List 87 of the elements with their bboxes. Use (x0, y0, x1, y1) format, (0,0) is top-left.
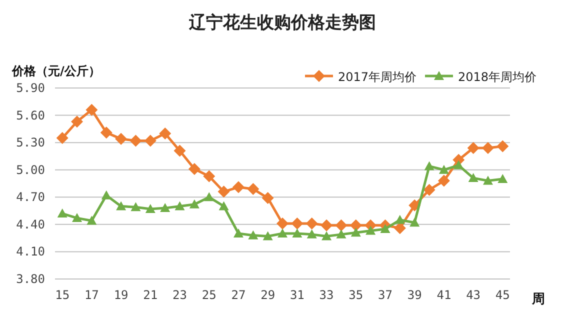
x-tick-label: 17 (84, 288, 99, 302)
point (306, 218, 318, 230)
point (100, 126, 112, 139)
point (218, 201, 229, 210)
point (350, 219, 362, 232)
point (247, 182, 260, 195)
y-tick-label: 3.80 (16, 272, 45, 286)
point (424, 161, 434, 170)
point (145, 204, 156, 213)
point (468, 173, 478, 182)
point (366, 226, 376, 235)
y-tick-label: 4.10 (16, 244, 45, 259)
point (482, 142, 494, 154)
point (394, 222, 406, 234)
y-tick-label: 4.70 (16, 190, 45, 204)
point (291, 218, 304, 230)
x-tick-label: 19 (114, 288, 128, 302)
x-tick-label: 33 (319, 288, 334, 302)
point (174, 144, 186, 157)
legend-label: 2017年周均价 (338, 70, 417, 84)
point (322, 231, 332, 240)
x-tick-label: 27 (231, 288, 246, 302)
point (336, 229, 346, 238)
point (144, 134, 156, 147)
y-tick-label: 4.40 (16, 217, 45, 232)
x-tick-label: 39 (407, 288, 422, 302)
x-tick-label: 23 (172, 288, 187, 302)
point (335, 219, 348, 232)
point (130, 134, 142, 147)
chart-title: 辽宁花生收购价格走势图 (188, 13, 376, 33)
point (262, 192, 274, 204)
point (189, 199, 200, 208)
point (101, 190, 112, 200)
point (454, 160, 464, 170)
point (320, 219, 333, 232)
point (204, 192, 214, 202)
point (498, 174, 508, 183)
point (394, 214, 405, 224)
x-tick-label: 41 (436, 288, 452, 302)
y-tick-label: 5.00 (16, 162, 45, 177)
point (115, 132, 128, 145)
point (203, 170, 216, 182)
point (86, 104, 98, 116)
x-tick-label: 15 (55, 288, 70, 302)
x-axis-title: 周 (531, 292, 545, 307)
point (262, 231, 273, 240)
point (438, 164, 449, 174)
point (71, 116, 84, 128)
point (482, 176, 493, 185)
point (496, 140, 509, 152)
x-tick-label: 45 (495, 288, 510, 302)
x-tick-label: 37 (378, 288, 392, 302)
x-tick-label: 21 (143, 288, 158, 302)
point (410, 218, 420, 227)
y-tick-label: 5.60 (16, 108, 45, 122)
point (72, 213, 82, 222)
point (380, 224, 390, 233)
point (188, 162, 200, 175)
point (130, 202, 141, 212)
point (218, 186, 230, 198)
point (276, 218, 288, 230)
point (160, 203, 170, 212)
point (248, 230, 258, 240)
point (232, 181, 244, 194)
point (86, 216, 97, 225)
point (233, 228, 244, 238)
x-tick-label: 29 (260, 288, 276, 302)
point (278, 228, 288, 238)
y-axis-title: 价格（元/公斤） (11, 64, 100, 78)
x-tick-label: 43 (466, 288, 481, 302)
y-tick-label: 5.90 (16, 81, 45, 95)
point (467, 142, 480, 154)
point (56, 132, 68, 144)
point (57, 208, 68, 218)
x-tick-label: 31 (290, 288, 304, 302)
y-tick-label: 5.30 (16, 136, 45, 150)
point (116, 201, 126, 210)
point (174, 201, 185, 210)
x-tick-label: 25 (202, 288, 216, 302)
point (350, 228, 361, 237)
point (292, 228, 302, 238)
point (438, 174, 450, 187)
x-tick-label: 35 (348, 288, 364, 302)
point (423, 184, 436, 196)
point (159, 127, 172, 140)
legend-label: 2018年周均价 (458, 70, 537, 84)
point (306, 229, 317, 238)
